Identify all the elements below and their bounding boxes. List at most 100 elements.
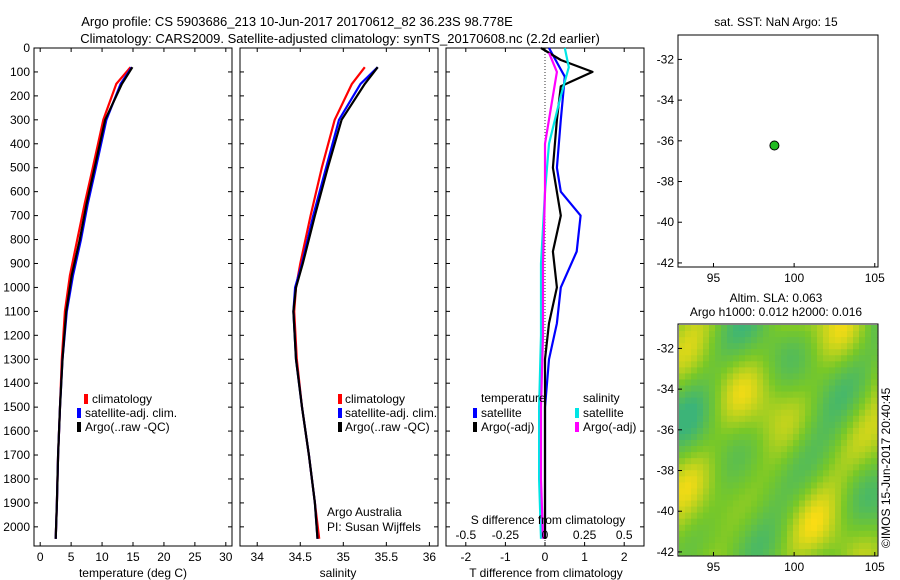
sla-cell: [811, 415, 818, 423]
sla-cell: [715, 325, 722, 332]
sla-cell: [703, 506, 710, 514]
sla-cell: [745, 506, 752, 514]
sla-cell: [799, 361, 806, 368]
sla-cell: [691, 385, 698, 392]
x-tick-label: -1: [500, 550, 511, 564]
sla-cell: [793, 331, 800, 338]
sla-cell: [865, 452, 872, 459]
sla-cell: [841, 524, 848, 532]
sla-cell: [739, 403, 746, 411]
depth-tick-label: 1500: [3, 400, 30, 414]
sla-cell: [739, 500, 746, 507]
sla-cell: [697, 397, 704, 405]
sla-cell: [715, 391, 722, 399]
sla-cell: [709, 470, 716, 477]
sla-cell: [805, 367, 812, 374]
sla-cell: [823, 524, 830, 532]
sla-cell: [823, 470, 830, 477]
sla-cell: [721, 500, 728, 507]
sla-cell: [745, 518, 752, 526]
sla-cell: [829, 440, 836, 447]
sla-cell: [715, 506, 722, 514]
sla-cell: [769, 542, 776, 550]
sla-cell: [721, 337, 728, 344]
sla-cell: [679, 446, 686, 453]
sla-cell: [745, 385, 752, 392]
sla-cell: [721, 391, 728, 399]
sla-cell: [823, 452, 830, 459]
sla-cell: [733, 476, 740, 483]
legend-label-satellite: satellite-adj. clim.: [85, 406, 177, 420]
sla-cell: [841, 379, 848, 386]
sla-cell: [841, 385, 848, 392]
sla-cell: [787, 542, 794, 550]
sla-cell: [823, 440, 830, 447]
sla-cell: [829, 415, 836, 423]
sla-cell: [703, 500, 710, 507]
sla-cell: [745, 427, 752, 435]
sla-cell: [829, 518, 836, 526]
sla-cell: [721, 355, 728, 362]
sla-cell: [775, 440, 782, 447]
sla-cell: [817, 482, 824, 489]
sla-cell: [715, 331, 722, 338]
sla-cell: [841, 421, 848, 429]
sla-cell: [697, 415, 704, 423]
sla-cell: [763, 506, 770, 514]
sla-cell: [835, 409, 842, 417]
sla-cell: [679, 458, 686, 465]
sla-cell: [799, 506, 806, 514]
sla-cell: [811, 397, 818, 405]
sla-cell: [697, 542, 704, 550]
sla-cell: [751, 542, 758, 550]
sla-cell: [787, 361, 794, 368]
sla-cell: [781, 470, 788, 477]
sla-cell: [769, 409, 776, 417]
sla-cell: [757, 421, 764, 429]
sla-cell: [751, 409, 758, 417]
sla-cell: [835, 415, 842, 423]
sla-cell: [709, 391, 716, 399]
sla-cell: [811, 530, 818, 538]
sla-cell: [853, 542, 860, 550]
sla-cell: [691, 476, 698, 483]
sla-cell: [859, 415, 866, 423]
sla-cell: [865, 488, 872, 495]
sla-cell: [775, 452, 782, 459]
sla-cell: [709, 476, 716, 483]
sla-cell: [823, 433, 830, 441]
sla-cell: [835, 343, 842, 350]
sla-cell: [817, 397, 824, 405]
sla-cell: [823, 476, 830, 483]
sla-cell: [727, 464, 734, 471]
depth-tick-label: 1000: [3, 280, 30, 294]
depth-tick-label: 1200: [3, 328, 30, 342]
sla-cell: [817, 361, 824, 368]
sla-cell: [691, 542, 698, 550]
sla-cell: [739, 446, 746, 453]
sla-cell: [703, 530, 710, 538]
sla-cell: [751, 385, 758, 392]
sla-cell: [757, 530, 764, 538]
sla-cell: [775, 524, 782, 532]
sla-cell: [847, 421, 854, 429]
sla-cell: [823, 409, 830, 417]
sla-cell: [811, 379, 818, 386]
sla-cell: [679, 440, 686, 447]
sla-cell: [793, 446, 800, 453]
sla-cell: [835, 458, 842, 465]
sla-cell: [751, 397, 758, 405]
sla-cell: [691, 373, 698, 380]
sla-cell: [709, 458, 716, 465]
sla-cell: [823, 355, 830, 362]
sla-cell: [811, 355, 818, 362]
sla-cell: [799, 385, 806, 392]
sla-cell: [799, 397, 806, 405]
sla-cell: [775, 482, 782, 489]
sla-cell: [691, 506, 698, 514]
sla-cell: [751, 433, 758, 441]
sla-cell: [679, 343, 686, 350]
sla-cell: [865, 476, 872, 483]
sla-cell: [721, 548, 728, 556]
x-tick-label: 30: [219, 550, 233, 564]
